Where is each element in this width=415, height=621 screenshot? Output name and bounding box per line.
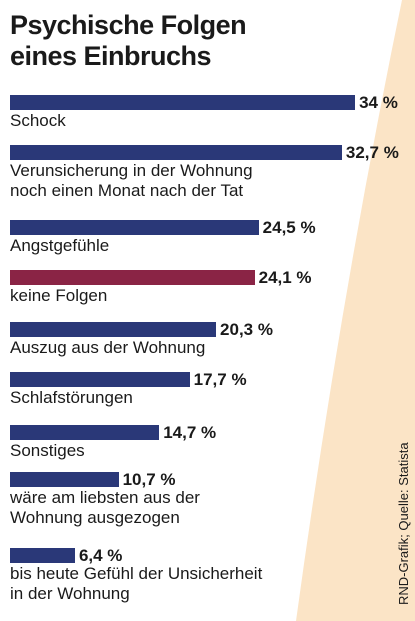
bar (10, 270, 255, 285)
value-label: 24,5 % (262, 218, 316, 237)
value-label: 32,7 % (345, 143, 399, 162)
bar (10, 425, 160, 440)
value-label: 6,4 % (78, 546, 123, 565)
category-label: keine Folgen (10, 286, 108, 305)
category-label: wäre am liebsten aus der Wohnung ausgezo… (10, 488, 200, 527)
value-label: 14,7 % (163, 423, 217, 442)
bar (10, 472, 119, 487)
bar (10, 372, 190, 387)
bar (10, 220, 259, 235)
bar (10, 145, 342, 160)
source: RND-Grafik; Quelle: Statista (396, 442, 411, 605)
category-label: bis heute Gefühl der Unsicherheit in der… (10, 564, 263, 603)
value-label: 34 % (359, 93, 398, 112)
value-label: 17,7 % (193, 370, 247, 389)
bar (10, 548, 75, 563)
bar (10, 322, 217, 337)
category-label: Auszug aus der Wohnung (10, 338, 206, 357)
value-label: 20,3 % (220, 320, 273, 339)
chart-title: Psychische Folgen eines Einbruchs (10, 10, 247, 71)
category-label: Schlafstörungen (10, 388, 133, 407)
category-label: Angstgefühle (10, 236, 110, 255)
background-shape (296, 0, 415, 621)
bar (10, 95, 356, 110)
category-label: Sonstiges (10, 441, 85, 460)
category-label: Verunsicherung in der Wohnung noch einen… (10, 161, 253, 200)
value-label: 24,1 % (258, 268, 312, 287)
value-label: 10,7 % (122, 470, 176, 489)
category-label: Schock (10, 111, 66, 130)
